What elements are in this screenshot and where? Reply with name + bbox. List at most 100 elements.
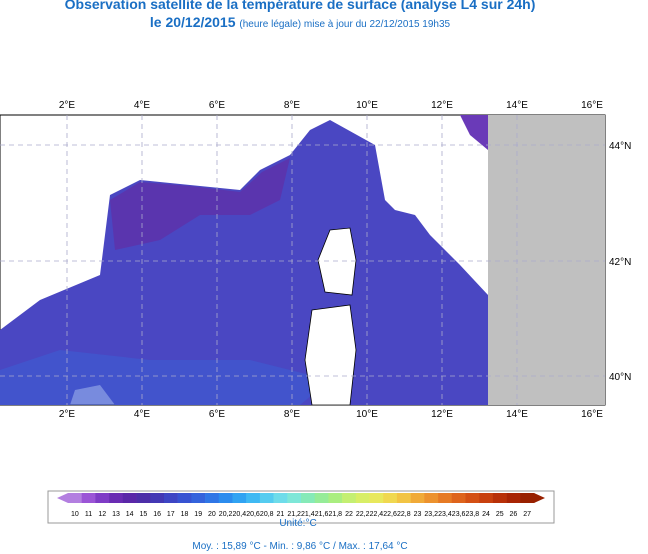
lon-label: 10°E [356, 409, 378, 420]
lon-label: 4°E [134, 409, 151, 420]
colorbar-cell [328, 493, 343, 503]
colorbar-label: 20,4 [233, 511, 247, 518]
lon-label: 2°E [59, 409, 76, 420]
lon-label: 2°E [59, 100, 76, 111]
lat-label: 42°N [609, 257, 631, 268]
colorbar-label: 20,6 [246, 511, 260, 518]
colorbar-cell [273, 493, 288, 503]
lon-label: 6°E [209, 409, 226, 420]
colorbar-cell [465, 493, 480, 503]
colorbar-label: 20 [208, 511, 216, 518]
corsica [317, 227, 357, 296]
colorbar-label: 13 [112, 511, 120, 518]
colorbar-cell [520, 493, 535, 503]
colorbar-label: 23,4 [438, 511, 452, 518]
colorbar-cell [314, 493, 329, 503]
colorbar-label: 19 [194, 511, 202, 518]
colorbar-label: 23,8 [466, 511, 480, 518]
colorbar-label: 14 [126, 511, 134, 518]
grid [0, 115, 605, 405]
colorbar-cell [479, 493, 494, 503]
lon-label: 12°E [431, 100, 453, 111]
colorbar-label: 23,6 [452, 511, 466, 518]
colorbar-cell [246, 493, 261, 503]
colorbar-cell [109, 493, 124, 503]
colorbar-label: 12 [98, 511, 106, 518]
colorbar-label: 23,2 [424, 511, 438, 518]
lon-label: 14°E [506, 100, 528, 111]
colorbar-cell [259, 493, 274, 503]
colorbar-cell [438, 493, 453, 503]
colorbar-label: 11 [85, 511, 92, 518]
colorbar-cell [396, 493, 411, 503]
sea-cold [110, 158, 290, 250]
colorbar-label: 25 [496, 511, 504, 518]
stats: Moy. : 15,89 °C - Min. : 9,86 °C / Max. … [192, 541, 408, 552]
colorbar-label: 27 [523, 511, 531, 518]
lon-label: 12°E [431, 409, 453, 420]
colorbar-cell [205, 493, 220, 503]
lon-label: 6°E [209, 100, 226, 111]
colorbar-label: 20,2 [219, 511, 233, 518]
colorbar-cell [492, 493, 507, 503]
colorbar-label: 10 [71, 511, 79, 518]
colorbar-cell [191, 493, 206, 503]
colorbar-cell [342, 493, 357, 503]
colorbar-label: 22,6 [383, 511, 397, 518]
unit: Unité:°C [279, 518, 316, 529]
lon-labels: EE2°E2°E4°E4°E6°E6°E8°E8°E10°E10°E12°E12… [59, 100, 603, 420]
colorbar-label: 21,6 [315, 511, 329, 518]
colorbar-label: 26 [510, 511, 518, 518]
colorbar-cell [163, 493, 178, 503]
colorbar-label: 24 [482, 511, 490, 518]
lon-label: 16°E [581, 100, 603, 111]
colorbar-label: 21 [277, 511, 285, 518]
sardinia [304, 304, 357, 406]
colorbar-cell [81, 493, 96, 503]
date: le 20/12/2015 [149, 14, 236, 30]
lon-label: 16°E [581, 409, 603, 420]
colorbar-end [534, 493, 545, 503]
colorbar-cell [451, 493, 466, 503]
sea-ligurian [460, 115, 488, 150]
colorbar-label: 18 [181, 511, 189, 518]
colorbar-cell [383, 493, 398, 503]
lat-labels: 44°N 42°N 40°N [609, 141, 631, 383]
colorbar-cell [369, 493, 384, 503]
colorbar-cell [355, 493, 370, 503]
colorbar-cell [177, 493, 192, 503]
title: Observation satellite de la température … [64, 0, 536, 12]
colorbar-cell [410, 493, 425, 503]
lon-label: 14°E [506, 409, 528, 420]
colorbar-cell [232, 493, 247, 503]
colorbar-label: 21,2 [287, 511, 301, 518]
colorbar-label: 16 [153, 511, 161, 518]
colorbar-label: 22,8 [397, 511, 411, 518]
lat-label: 44°N [609, 141, 631, 152]
land-mask [488, 115, 605, 405]
colorbar-cell [506, 493, 521, 503]
lat-label: 40°N [609, 372, 631, 383]
update: (heure légale) mise à jour du 22/12/2015… [239, 19, 451, 30]
lon-label: 10°E [356, 100, 378, 111]
colorbar-label: 21,8 [328, 511, 342, 518]
sea-warm [0, 350, 330, 405]
sea [0, 120, 488, 405]
lon-label: 8°E [284, 100, 301, 111]
colorbar-label: 17 [167, 511, 175, 518]
colorbar-cell [122, 493, 137, 503]
colorbar-end [57, 493, 68, 503]
colorbar-label: 22,2 [356, 511, 370, 518]
colorbar-cell [136, 493, 151, 503]
colorbar-label: 15 [139, 511, 147, 518]
colorbar-cell [95, 493, 110, 503]
colorbar-cell [150, 493, 165, 503]
colorbar-cell [68, 493, 83, 503]
map: EE2°E2°E4°E4°E6°E6°E8°E8°E10°E10°E12°E12… [0, 100, 631, 529]
colorbar-label: 22,4 [370, 511, 384, 518]
colorbar-label: 22 [345, 511, 353, 518]
colorbar-cell [287, 493, 302, 503]
colorbar-cell [424, 493, 439, 503]
colorbar-label: 21,4 [301, 511, 315, 518]
